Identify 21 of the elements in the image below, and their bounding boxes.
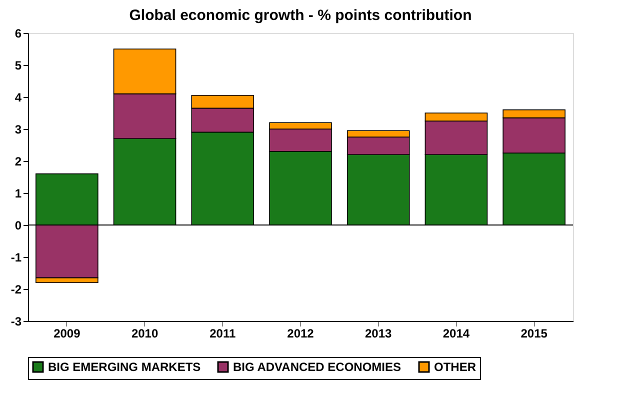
y-tick-label: -2 — [10, 282, 22, 296]
legend-label: BIG ADVANCED ECONOMIES — [233, 360, 402, 374]
x-tick-label: 2014 — [442, 326, 470, 340]
y-tick-label: 4 — [14, 90, 22, 104]
legend-label: BIG EMERGING MARKETS — [48, 360, 201, 374]
y-tick-label: -3 — [10, 314, 22, 328]
x-tick-label: 2011 — [210, 326, 236, 340]
y-tick-label: 1 — [14, 186, 22, 200]
y-tick-label: 5 — [14, 58, 22, 72]
y-tick-label: 6 — [14, 26, 22, 40]
y-tick-label: 3 — [14, 122, 22, 136]
x-tick-label: 2010 — [131, 326, 158, 340]
y-tick-label: -1 — [10, 250, 22, 264]
x-tick-label: 2015 — [520, 326, 548, 340]
x-tick-label: 2009 — [54, 326, 81, 340]
chart-title: Global economic growth - % points contribution — [129, 7, 472, 24]
legend-label: OTHER — [434, 360, 476, 374]
y-tick-label: 0 — [14, 218, 22, 232]
x-tick-label: 2013 — [365, 326, 392, 340]
y-tick-label: 2 — [14, 154, 22, 168]
x-tick-label: 2012 — [287, 326, 314, 340]
